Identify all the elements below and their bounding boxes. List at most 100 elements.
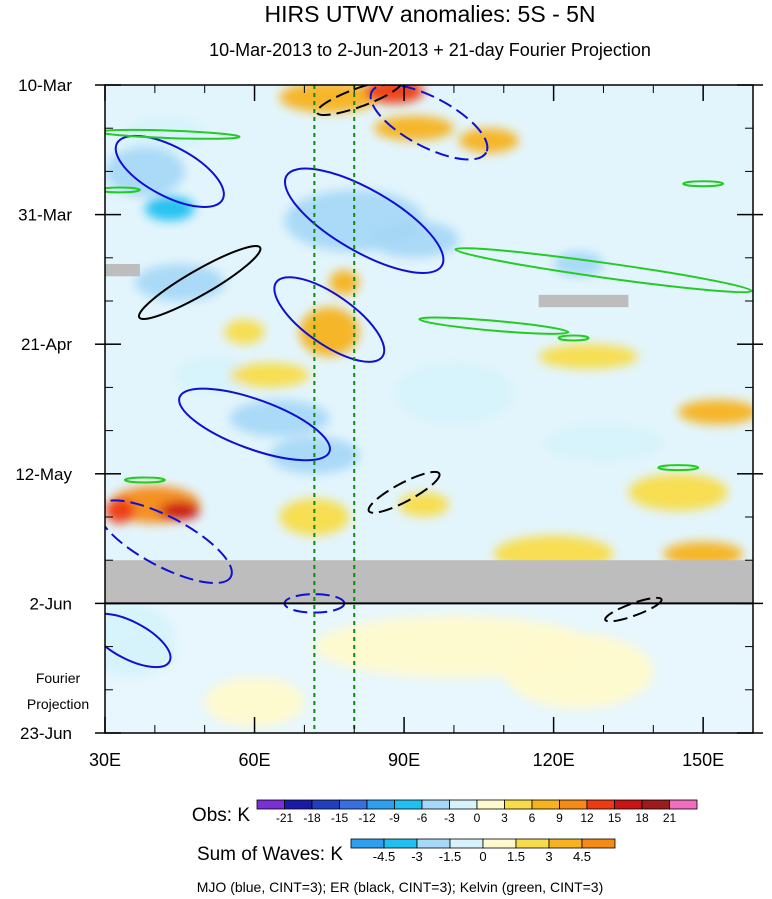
anomaly-blob — [553, 251, 604, 277]
waves-colorbar-level-label: 4.5 — [573, 849, 591, 864]
anomaly-blob — [144, 196, 195, 221]
kelvin-contour — [557, 334, 590, 342]
obs-colorbar-level-label: 21 — [663, 811, 677, 825]
er-contour — [137, 244, 262, 320]
kelvin-contour — [123, 476, 166, 484]
obs-colorbar-swatch — [504, 799, 533, 810]
waves-colorbar-level-label: -1.5 — [439, 849, 461, 864]
anomaly-blob — [229, 399, 330, 437]
obs-colorbar-swatch — [284, 799, 313, 810]
waves-colorbar-level-label: 3 — [545, 849, 552, 864]
x-tick-label: 120E — [533, 750, 575, 770]
obs-colorbar: -21 -18 -15 -12 -9 -6 -3 0 3 6 9 12 15 18 21 — [256, 799, 698, 825]
mjo-contour — [105, 612, 172, 669]
waves-colorbar-swatch — [515, 838, 550, 849]
mjo-contour — [369, 85, 489, 161]
obs-colorbar-level-label: 0 — [474, 811, 481, 825]
waves-colorbar-level-label: -3 — [411, 849, 423, 864]
waves-colorbar-swatch — [416, 838, 451, 849]
missing-data-region — [105, 263, 140, 277]
waves-colorbar: -4.5 -3 -1.5 0 1.5 3 4.5 — [350, 838, 616, 864]
anomaly-blob — [628, 473, 729, 511]
anomaly-blob — [394, 362, 514, 425]
waves-colorbar-swatch — [581, 838, 616, 849]
obs-colorbar-level-label: -12 — [358, 811, 376, 825]
kelvin-contour — [105, 186, 141, 194]
obs-colorbar-level-label: 9 — [556, 811, 563, 825]
waves-colorbar-swatch — [383, 838, 418, 849]
mjo-contour — [178, 387, 331, 462]
obs-colorbar-swatch — [256, 799, 285, 810]
anomaly-blob — [329, 270, 360, 295]
obs-colorbar-swatch — [669, 799, 698, 810]
waves-colorbar-swatch — [350, 838, 385, 849]
mjo-contour — [105, 499, 233, 585]
obs-colorbar-level-label: -3 — [444, 811, 455, 825]
anomaly-blob — [105, 498, 135, 524]
anomaly-blob — [124, 115, 205, 153]
y-tick-label: 23-Jun — [20, 724, 72, 743]
waves-colorbar-level-label: -4.5 — [373, 849, 395, 864]
y-tick-label: 2-Jun — [29, 594, 72, 613]
obs-colorbar-level-label: 6 — [529, 811, 536, 825]
anomaly-blob — [369, 220, 459, 258]
waves-colorbar-level-label: 1.5 — [507, 849, 525, 864]
obs-colorbar-level-label: -6 — [417, 811, 428, 825]
plot-area — [105, 85, 753, 733]
obs-colorbar-level-label: 3 — [501, 811, 508, 825]
kelvin-contour — [454, 247, 753, 294]
chart-subtitle: 10-Mar-2013 to 2-Jun-2013 + 21-day Fouri… — [209, 40, 651, 60]
obs-colorbar-swatch — [311, 799, 340, 810]
obs-colorbar-swatch — [366, 799, 395, 810]
obs-colorbar-label: Obs: K — [192, 805, 250, 826]
axes: 10-Mar 31-Mar 21-Apr 12-May 2-Jun 23-Jun 30E 60… — [15, 76, 763, 770]
kelvin-contour — [418, 316, 570, 335]
plot-frame — [104, 84, 754, 734]
obs-colorbar-swatch — [614, 799, 643, 810]
x-tick-label: 30E — [89, 750, 121, 770]
reference-longitude-lines — [313, 85, 356, 733]
kelvin-contour — [657, 464, 700, 472]
anomaly-blob — [204, 677, 305, 727]
obs-colorbar-swatch — [559, 799, 588, 810]
obs-colorbar-swatch — [641, 799, 670, 810]
anomaly-blob — [503, 634, 654, 709]
anomaly-blob — [458, 128, 519, 153]
missing-data-region — [538, 294, 629, 308]
y-tick-label: 31-Mar — [18, 206, 72, 225]
waves-colorbar-swatch — [548, 838, 583, 849]
waves-colorbar-label: Sum of Waves: K — [197, 844, 343, 865]
anomaly-blob — [159, 501, 200, 521]
obs-colorbar-swatch — [421, 799, 450, 810]
waves-colorbar-swatch — [449, 838, 484, 849]
obs-colorbar-level-label: -9 — [389, 811, 400, 825]
anomaly-blob — [105, 146, 185, 197]
waves-colorbar-swatch — [482, 838, 517, 849]
obs-colorbar-swatch — [586, 799, 615, 810]
obs-colorbar-swatch — [394, 799, 423, 810]
obs-colorbar-level-label: 15 — [608, 811, 622, 825]
obs-colorbar-level-label: -18 — [303, 811, 321, 825]
anomaly-blob — [543, 424, 664, 462]
kelvin-contour — [105, 128, 241, 140]
missing-data-regions — [105, 263, 753, 604]
y-tick-label: 12-May — [15, 465, 72, 484]
wave-contours — [105, 85, 753, 669]
mjo-contour — [283, 167, 445, 274]
mjo-contour — [114, 134, 225, 208]
obs-colorbar-swatch — [339, 799, 368, 810]
anomaly-field — [105, 85, 753, 727]
waves-colorbar-level-label: 0 — [479, 849, 486, 864]
obs-colorbar-level-label: -21 — [276, 811, 294, 825]
contour-caption: MJO (blue, CINT=3); ER (black, CINT=3); … — [197, 879, 604, 895]
y-tick-label: 10-Mar — [18, 76, 72, 95]
projection-label-line2: Projection — [27, 696, 89, 712]
obs-colorbar-level-label: 18 — [635, 811, 649, 825]
anomaly-blob — [399, 492, 449, 517]
y-tick-label: 21-Apr — [21, 335, 72, 354]
x-tick-label: 60E — [239, 750, 271, 770]
x-tick-label: 90E — [388, 750, 420, 770]
er-contour — [367, 470, 441, 514]
anomaly-blob — [678, 399, 753, 425]
